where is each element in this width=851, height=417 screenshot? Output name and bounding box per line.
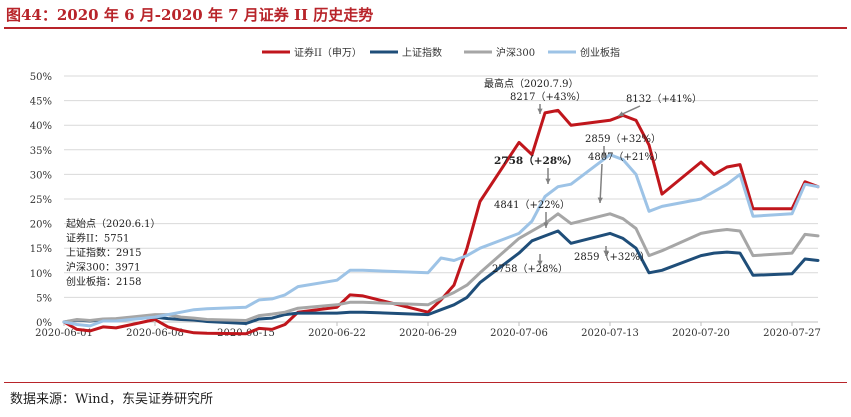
bottom-divider bbox=[4, 382, 847, 383]
arrow-4807-head bbox=[597, 197, 603, 203]
series-lines bbox=[62, 108, 820, 336]
x-tick-label: 2020-07-06 bbox=[490, 328, 548, 339]
y-tick-label: 30% bbox=[30, 170, 52, 181]
annotation-label-4841: 4841（+22%） bbox=[494, 199, 570, 211]
arrow-2859-top-head bbox=[601, 152, 607, 158]
legend-label: 证券II（申万） bbox=[294, 46, 362, 59]
y-axis: 0% 5% 10% 15% 20% 25% 30% 35% 40% 45% 50% bbox=[30, 72, 52, 329]
series-line-2 bbox=[62, 229, 820, 325]
gridlines bbox=[64, 75, 818, 323]
start-point-annotation-line: 起始点（2020.6.1） bbox=[66, 217, 161, 230]
y-tick-label: 20% bbox=[30, 220, 52, 231]
data-source-note: 数据来源：Wind，东吴证券研究所 bbox=[10, 392, 213, 407]
legend-label: 创业板指 bbox=[580, 46, 620, 59]
start-point-annotation-line: 创业板指：2158 bbox=[66, 275, 141, 288]
arrow-8132-head bbox=[618, 111, 624, 117]
series-line-1 bbox=[62, 108, 820, 336]
line-chart: 0% 5% 10% 15% 20% 25% 30% 35% 40% 45% 50% 2020-06-… bbox=[30, 46, 821, 339]
series-line-3 bbox=[62, 212, 820, 324]
start-point-annotation-line: 沪深300：3971 bbox=[66, 261, 141, 274]
y-tick-label: 25% bbox=[30, 195, 52, 206]
x-tick-label: 2020-06-08 bbox=[126, 328, 184, 339]
page-title: 图44：2020 年 6 月-2020 年 7 月证券 II 历史走势 bbox=[6, 6, 374, 24]
x-axis: 2020-06-01 2020-06-08 2020-06-15 2020-06-22… bbox=[35, 321, 821, 339]
annotation-label-4807: 4807（+21%） bbox=[588, 151, 664, 163]
y-tick-label: 45% bbox=[30, 97, 52, 108]
peak-arrow-head bbox=[537, 108, 543, 114]
y-tick-label: 50% bbox=[30, 72, 52, 83]
start-point-annotation-line: 上证指数：2915 bbox=[66, 246, 141, 259]
x-tick-label: 2020-07-27 bbox=[763, 328, 821, 339]
arrow-2758-bottom-head bbox=[537, 260, 543, 266]
y-tick-label: 40% bbox=[30, 121, 52, 132]
x-tick-label: 2020-06-01 bbox=[35, 328, 93, 339]
series-line-4 bbox=[62, 153, 820, 328]
y-tick-label: 0% bbox=[36, 318, 52, 329]
annotation-label-2758-bold: 2758（+28%） bbox=[494, 154, 578, 167]
start-point-annotation-line: 证券II：5751 bbox=[66, 232, 129, 245]
x-tick-label: 2020-06-22 bbox=[308, 328, 366, 339]
top-divider bbox=[4, 27, 847, 29]
annotation-label-8132: 8132（+41%） bbox=[626, 93, 702, 105]
legend: 证券II（申万） 上证指数 沪深300 创业板指 bbox=[262, 46, 620, 59]
y-tick-label: 10% bbox=[30, 269, 52, 280]
legend-label: 沪深300 bbox=[496, 46, 535, 59]
x-tick-label: 2020-06-29 bbox=[399, 328, 457, 339]
y-tick-label: 15% bbox=[30, 244, 52, 255]
x-tick-label: 2020-07-20 bbox=[672, 328, 730, 339]
peak-annotation-title: 最高点（2020.7.9） bbox=[484, 77, 579, 90]
arrow-4841-head bbox=[543, 222, 549, 228]
peak-annotation-value: 8217（+43%） bbox=[510, 91, 586, 103]
arrow-2859-bottom-head bbox=[603, 250, 609, 256]
arrow-4807 bbox=[599, 163, 603, 204]
annotation-label-2758-bottom: 2758（+28%） bbox=[492, 263, 568, 275]
annotation-label-2859-bottom: 2859（+32%） bbox=[574, 251, 650, 263]
legend-label: 上证指数 bbox=[402, 46, 442, 59]
y-tick-label: 35% bbox=[30, 146, 52, 157]
x-tick-label: 2020-07-13 bbox=[581, 328, 639, 339]
arrow-2758-bold-head bbox=[545, 178, 551, 184]
annotation-label-2859-top: 2859（+32%） bbox=[585, 133, 661, 145]
y-tick-label: 5% bbox=[36, 293, 52, 304]
